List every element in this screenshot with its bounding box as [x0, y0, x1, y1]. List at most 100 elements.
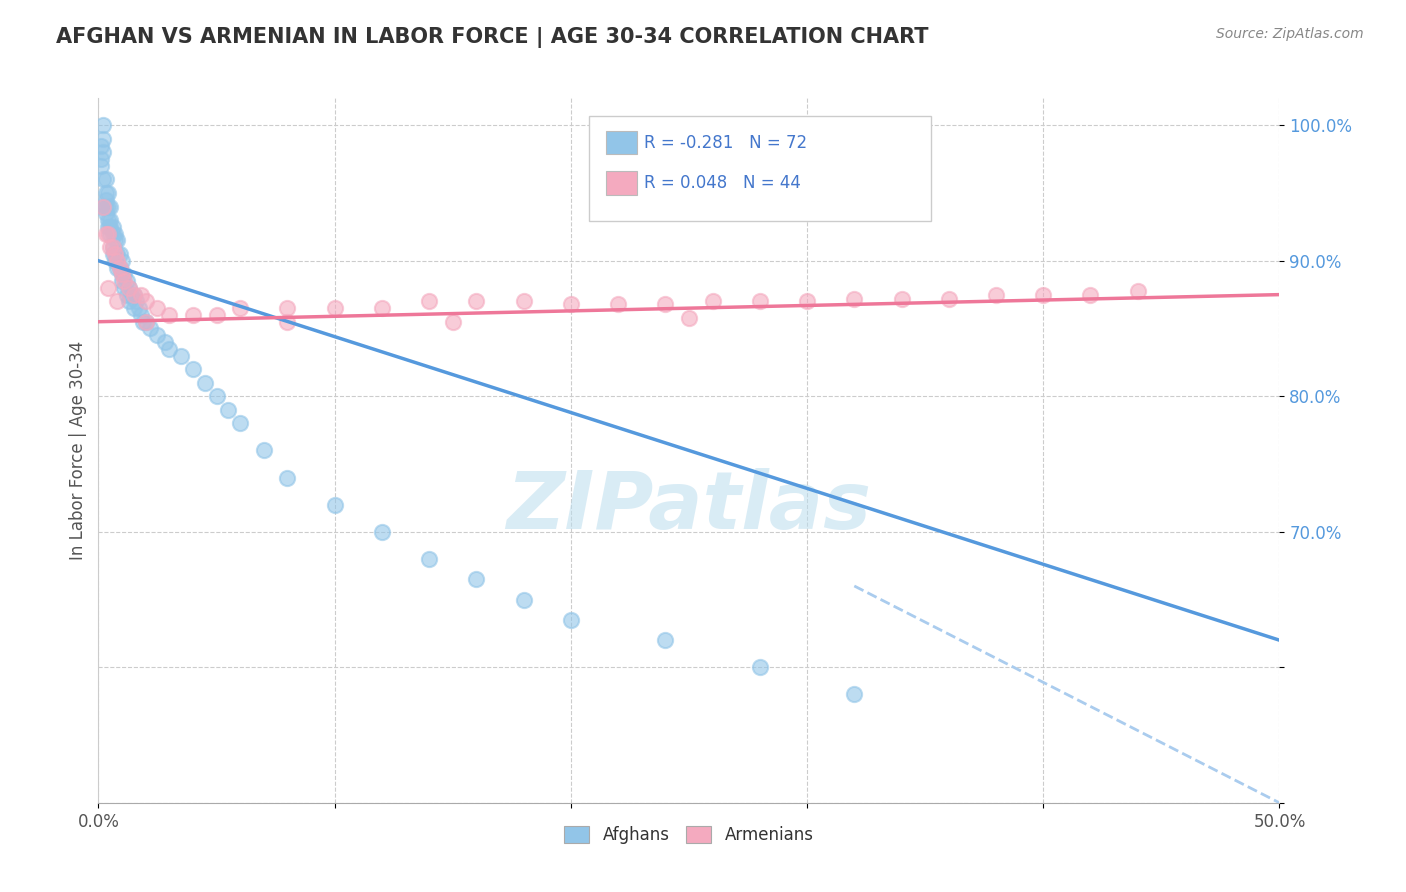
Point — [90, 159, 112, 173]
Point — [796, 294, 818, 309]
Point — [111, 268, 134, 282]
Text: Source: ZipAtlas.com: Source: ZipAtlas.com — [1216, 27, 1364, 41]
Point — [111, 268, 134, 282]
Point — [938, 292, 960, 306]
Point — [276, 301, 298, 315]
Point — [118, 294, 141, 309]
Point — [115, 274, 138, 288]
Point — [135, 294, 157, 309]
Point — [129, 308, 152, 322]
Point — [276, 470, 298, 484]
Point — [748, 294, 770, 309]
Point — [104, 227, 127, 241]
Point — [94, 186, 117, 200]
Point — [101, 219, 124, 234]
Point — [101, 247, 124, 261]
Point — [323, 301, 346, 315]
Point — [105, 234, 128, 248]
Point — [418, 552, 440, 566]
Point — [128, 301, 150, 315]
Point — [217, 402, 239, 417]
Point — [98, 200, 121, 214]
Point — [1126, 284, 1149, 298]
Point — [844, 292, 866, 306]
Point — [91, 172, 114, 186]
Point — [170, 349, 193, 363]
Point — [512, 592, 534, 607]
Text: AFGHAN VS ARMENIAN IN LABOR FORCE | AGE 30-34 CORRELATION CHART: AFGHAN VS ARMENIAN IN LABOR FORCE | AGE … — [56, 27, 929, 48]
Point — [146, 328, 169, 343]
Point — [94, 172, 117, 186]
Point — [181, 362, 204, 376]
Point — [101, 240, 124, 254]
Point — [94, 206, 117, 220]
Point — [371, 524, 394, 539]
Point — [97, 200, 120, 214]
Point — [122, 287, 145, 301]
Point — [153, 334, 176, 349]
Point — [97, 281, 120, 295]
Text: R = -0.281   N = 72: R = -0.281 N = 72 — [644, 134, 807, 152]
Point — [371, 301, 394, 315]
Point — [98, 227, 121, 241]
Point — [253, 443, 276, 458]
Text: ZIPatlas: ZIPatlas — [506, 467, 872, 546]
Point — [105, 294, 128, 309]
Point — [702, 294, 724, 309]
Point — [112, 268, 135, 282]
Point — [194, 376, 217, 390]
Point — [844, 687, 866, 701]
Point — [465, 294, 488, 309]
Point — [108, 260, 131, 275]
Point — [105, 260, 128, 275]
Point — [91, 118, 114, 132]
Point — [98, 213, 121, 227]
Point — [122, 287, 145, 301]
Point — [91, 145, 114, 160]
Point — [118, 281, 141, 295]
Point — [139, 321, 162, 335]
Point — [512, 294, 534, 309]
Point — [97, 219, 120, 234]
Point — [157, 308, 180, 322]
Point — [91, 200, 114, 214]
Point — [121, 287, 143, 301]
Point — [104, 234, 127, 248]
Point — [125, 294, 148, 309]
Point — [181, 308, 204, 322]
Point — [91, 200, 114, 214]
FancyBboxPatch shape — [589, 116, 931, 221]
Point — [90, 138, 112, 153]
Point — [118, 281, 141, 295]
Point — [1080, 287, 1102, 301]
Point — [132, 315, 155, 329]
Point — [276, 315, 298, 329]
Point — [229, 301, 252, 315]
Point — [108, 260, 131, 275]
Point — [105, 253, 128, 268]
Point — [890, 292, 912, 306]
Point — [97, 213, 120, 227]
Point — [101, 240, 124, 254]
Point — [91, 132, 114, 146]
Point — [654, 633, 676, 648]
Point — [94, 193, 117, 207]
Point — [654, 297, 676, 311]
Point — [607, 297, 630, 311]
Point — [98, 219, 121, 234]
FancyBboxPatch shape — [606, 130, 637, 154]
Point — [111, 253, 134, 268]
Point — [97, 186, 120, 200]
Point — [418, 294, 440, 309]
Point — [323, 498, 346, 512]
Point — [135, 315, 157, 329]
Point — [111, 274, 134, 288]
Point — [560, 297, 582, 311]
Point — [441, 315, 464, 329]
Point — [122, 301, 145, 315]
Point — [678, 310, 700, 325]
Point — [135, 315, 157, 329]
Point — [205, 308, 228, 322]
Point — [104, 247, 127, 261]
Point — [94, 200, 117, 214]
